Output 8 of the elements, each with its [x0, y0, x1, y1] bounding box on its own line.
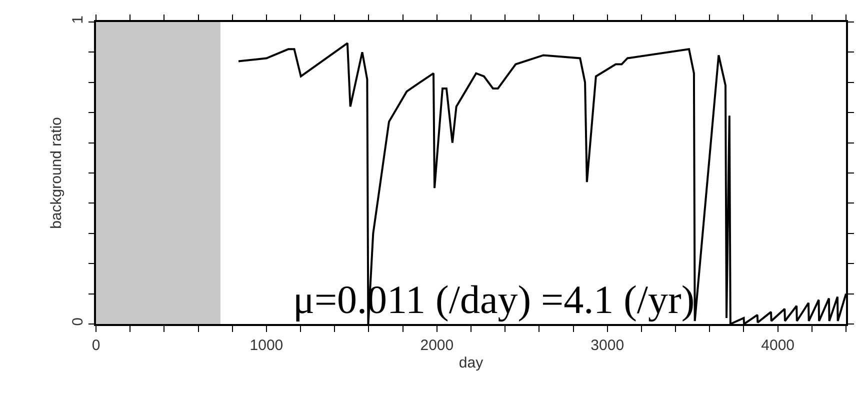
y-tick-label: 1	[69, 16, 86, 24]
x-tick-label: 4000	[761, 336, 795, 354]
x-axis-title: day	[458, 354, 484, 372]
x-tick-label: 3000	[590, 336, 624, 354]
x-tick-label: 2000	[420, 336, 454, 354]
x-tick-label: 1000	[250, 336, 284, 354]
x-tick-label: 0	[92, 336, 100, 354]
y-axis-title: background ratio	[48, 117, 65, 229]
